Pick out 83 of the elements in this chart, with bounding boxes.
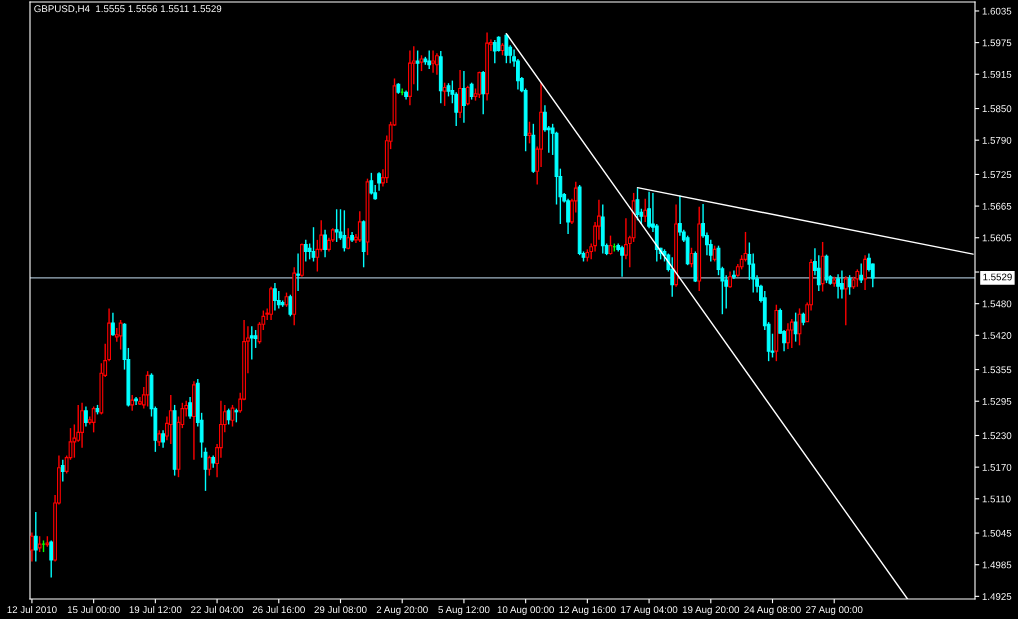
candlestick — [323, 229, 327, 258]
candlestick — [789, 318, 794, 349]
y-tick-label: 1.5355 — [982, 366, 1012, 374]
y-tick-label: 1.4925 — [982, 593, 1012, 600]
x-tick-label: 27 Aug 00:00 — [806, 606, 863, 616]
candlestick — [608, 234, 613, 256]
candlestick — [288, 294, 293, 318]
candlestick — [836, 273, 840, 300]
y-tick-label: 1.5725 — [982, 171, 1012, 179]
x-tick-label: 17 Aug 04:00 — [621, 606, 678, 616]
candlestick — [481, 70, 486, 116]
candlestick — [620, 244, 624, 278]
candlestick — [72, 423, 77, 459]
candlestick — [111, 311, 115, 337]
x-tick-label: 10 Aug 00:00 — [497, 606, 554, 616]
x-tick-label: 24 Aug 08:00 — [744, 606, 801, 616]
candlestick — [462, 70, 466, 124]
x-tick-label: 22 Jul 04:00 — [191, 605, 244, 614]
x-tick-label: 12 Jul 2010 — [7, 605, 57, 614]
y-tick-label: 1.6035 — [982, 7, 1012, 15]
y-tick-label: 1.5045 — [982, 529, 1012, 537]
x-tick-label: 26 Jul 16:00 — [252, 605, 305, 614]
candlestick — [670, 256, 675, 298]
candlestick — [49, 539, 54, 579]
candlestick — [33, 511, 38, 563]
y-tick-label: 1.5110 — [982, 495, 1011, 503]
y-tick-label: 1.4985 — [982, 561, 1012, 569]
y-tick-label: 1.5420 — [982, 332, 1012, 339]
candlestick — [647, 191, 651, 229]
x-tick-label: 15 Jul 00:00 — [67, 605, 120, 614]
candlestick — [60, 459, 65, 483]
candlestick — [273, 282, 277, 312]
candlestick — [793, 311, 798, 343]
y-tick-label: 1.5790 — [982, 136, 1012, 144]
x-tick-label: 19 Jul 12:00 — [129, 605, 182, 614]
candlestick — [442, 81, 447, 107]
candlestick — [296, 252, 300, 292]
y-tick-label: 1.5230 — [982, 432, 1012, 440]
ref-line-label: 1.5529 — [983, 273, 1012, 281]
x-tick-label: 5 Aug 12:00 — [438, 606, 490, 616]
y-tick-label: 1.5915 — [982, 70, 1012, 78]
chart-title: GBPUSD,H4 1.5555 1.5556 1.5511 1.5529 — [34, 5, 222, 14]
candlestick — [689, 247, 694, 268]
candlestick — [435, 52, 439, 76]
candlestick — [465, 85, 470, 107]
candlestick — [843, 275, 848, 326]
candlestick — [458, 69, 462, 119]
y-tick-label: 1.5665 — [982, 202, 1012, 210]
candlestick — [527, 121, 532, 145]
candlestick — [188, 396, 192, 420]
x-tick-label: 12 Aug 16:00 — [559, 606, 616, 616]
candlestick — [824, 253, 829, 284]
candlestick — [859, 262, 864, 284]
candlestick — [168, 394, 173, 445]
candlestick — [134, 396, 138, 406]
y-tick-label: 1.5975 — [982, 39, 1012, 47]
candlestick — [303, 239, 308, 263]
y-tick-label: 1.5480 — [982, 300, 1012, 308]
x-tick-label: 2 Aug 20:00 — [376, 606, 428, 616]
candlestick — [477, 70, 482, 99]
candlestick — [145, 370, 150, 408]
candlestick — [786, 322, 790, 350]
candlestick — [863, 254, 867, 291]
y-tick-label: 1.5850 — [982, 105, 1012, 113]
candlestick — [840, 269, 844, 300]
x-tick-label: 19 Aug 20:00 — [682, 606, 740, 616]
y-tick-label: 1.5295 — [982, 397, 1012, 405]
candlestick — [492, 39, 497, 64]
y-tick-label: 1.5605 — [982, 234, 1012, 242]
candlestick — [427, 49, 432, 70]
candlestick — [797, 307, 802, 347]
candlestick — [249, 325, 254, 361]
candlestick — [230, 404, 235, 428]
candlestick — [415, 49, 420, 92]
candlestick — [84, 405, 88, 428]
x-tick-label: 29 Jul 08:00 — [314, 605, 367, 614]
candlestick — [30, 531, 34, 563]
candlestick — [747, 241, 752, 281]
candlestick — [80, 402, 84, 449]
candlestick — [643, 198, 648, 223]
candlestick — [431, 49, 435, 74]
candlestick — [377, 171, 381, 192]
y-tick-label: 1.5170 — [982, 463, 1012, 471]
